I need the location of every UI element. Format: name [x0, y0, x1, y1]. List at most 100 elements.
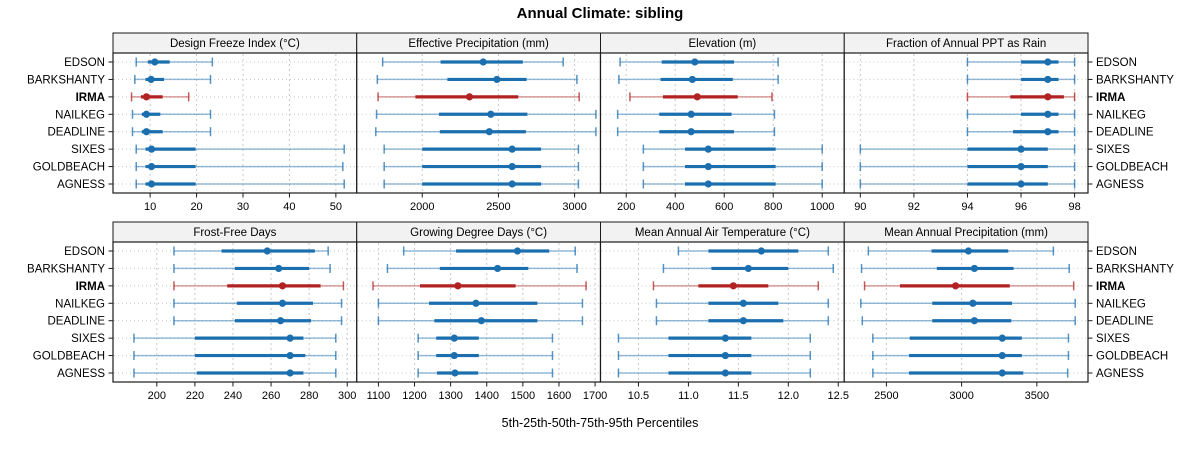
percentile-row-deadline [861, 316, 1076, 326]
site-label-right: GOLDBEACH [1096, 162, 1168, 174]
x-tick-label: 600 [715, 201, 733, 213]
percentile-row-barkshanty [662, 263, 835, 273]
percentile-row-sixes [133, 333, 337, 343]
panel-title: Effective Precipitation (mm) [408, 38, 549, 50]
percentile-row-agness [383, 179, 580, 189]
median-dot [998, 351, 1006, 360]
median-dot [147, 162, 156, 171]
panel-background [844, 53, 1088, 193]
percentile-row-irma [966, 92, 1076, 102]
site-label-left: IRMA [76, 281, 105, 293]
x-tick-label: 2500 [874, 390, 898, 402]
median-dot [739, 317, 747, 325]
percentile-row-goldbeach [872, 351, 1070, 361]
median-dot [687, 110, 695, 118]
median-dot [451, 369, 459, 377]
x-tick-label: 1500 [511, 390, 535, 402]
x-tick-label: 1200 [402, 390, 426, 402]
percentile-row-nailkeg [131, 109, 212, 119]
panel-background [113, 242, 357, 382]
panel-background [844, 242, 1088, 382]
percentile-row-nailkeg [616, 109, 776, 119]
x-tick-label: 3000 [949, 390, 973, 402]
percentile-row-deadline [131, 127, 212, 137]
median-dot [493, 264, 502, 273]
percentile-row-nailkeg [860, 298, 1076, 308]
median-dot [286, 369, 294, 377]
x-tick-label: 240 [224, 390, 242, 402]
site-labels-rowgroup-2: EDSON EDSON BARKSHANTY BARKSHANTY IRMA IRMA NA… [27, 246, 1174, 380]
median-dot [1044, 128, 1052, 136]
median-dot [465, 93, 474, 101]
median-dot [1017, 145, 1025, 153]
percentile-row-deadline [377, 316, 584, 326]
percentile-row-deadline [966, 127, 1076, 137]
site-label-left: BARKSHANTY [27, 263, 105, 275]
percentile-row-barkshanty [173, 263, 331, 273]
median-dot [147, 145, 156, 153]
site-label-left: AGNESS [57, 368, 105, 380]
median-dot [142, 93, 151, 101]
site-label-left: IRMA [76, 92, 105, 104]
percentile-row-nailkeg [377, 298, 584, 308]
median-dot [1044, 110, 1052, 118]
percentile-row-irma [629, 92, 773, 102]
median-dot [508, 162, 516, 171]
median-dot [147, 75, 155, 84]
percentile-row-irma [652, 281, 820, 291]
percentile-row-goldbeach [135, 162, 344, 172]
x-tick-label: 50 [330, 201, 342, 213]
panel-border [843, 241, 1089, 383]
site-label-right: AGNESS [1096, 368, 1144, 380]
site-label-right: AGNESS [1096, 179, 1144, 191]
median-dot [477, 317, 485, 325]
x-tick-label: 1000 [810, 201, 834, 213]
panel-fraction-of-annual-ppt-as-rain: Fraction of Annual PPT as Rain 90 92 94 96 98 [843, 32, 1093, 213]
site-label-right: EDSON [1096, 246, 1137, 258]
percentile-row-goldbeach [617, 351, 812, 361]
percentile-row-sixes [617, 333, 812, 343]
site-label-right: DEADLINE [1096, 127, 1154, 139]
median-dot [744, 264, 752, 273]
percentile-row-edson [381, 57, 564, 67]
median-dot [704, 180, 712, 188]
median-dot [142, 110, 151, 118]
median-dot [693, 93, 701, 101]
site-label-right: IRMA [1096, 92, 1125, 104]
median-dot [1044, 75, 1052, 84]
median-dot [450, 351, 458, 360]
site-label-right: DEADLINE [1096, 316, 1154, 328]
median-dot [704, 145, 712, 153]
percentile-row-irma [863, 281, 1075, 291]
site-label-left: DEADLINE [47, 316, 105, 328]
median-dot [1017, 162, 1025, 171]
site-label-right: NAILKEG [1096, 298, 1146, 310]
median-dot [970, 264, 979, 273]
panel-title: Design Freeze Index (°C) [170, 38, 300, 50]
x-tick-label: 1700 [583, 390, 607, 402]
percentile-row-sixes [135, 144, 345, 154]
median-dot [485, 128, 493, 136]
x-tick-label: 90 [854, 201, 866, 213]
x-tick-label: 1300 [438, 390, 462, 402]
x-tick-label: 280 [300, 390, 318, 402]
site-label-left: DEADLINE [47, 127, 105, 139]
panel-frost-free-days: Frost-Free Days 200 220 240 260 280 300 [108, 221, 358, 402]
panel-background [600, 53, 845, 193]
x-tick-label: 98 [1068, 201, 1080, 213]
percentile-row-sixes [859, 144, 1076, 154]
percentile-row-deadline [655, 316, 830, 326]
x-tick-label: 2000 [410, 201, 434, 213]
site-label-left: GOLDBEACH [33, 162, 105, 174]
panel-growing-degree-days-c: Growing Degree Days (°C) 1100 1200 1300 1400… [356, 221, 607, 402]
median-dot [969, 299, 977, 307]
median-dot [151, 58, 159, 66]
site-label-right: IRMA [1096, 281, 1125, 293]
panel-background [356, 242, 601, 382]
percentile-row-deadline [375, 127, 597, 137]
percentile-row-goldbeach [642, 162, 823, 172]
x-tick-label: 200 [148, 390, 166, 402]
x-tick-label: 12.5 [828, 390, 849, 402]
median-dot [479, 58, 487, 66]
